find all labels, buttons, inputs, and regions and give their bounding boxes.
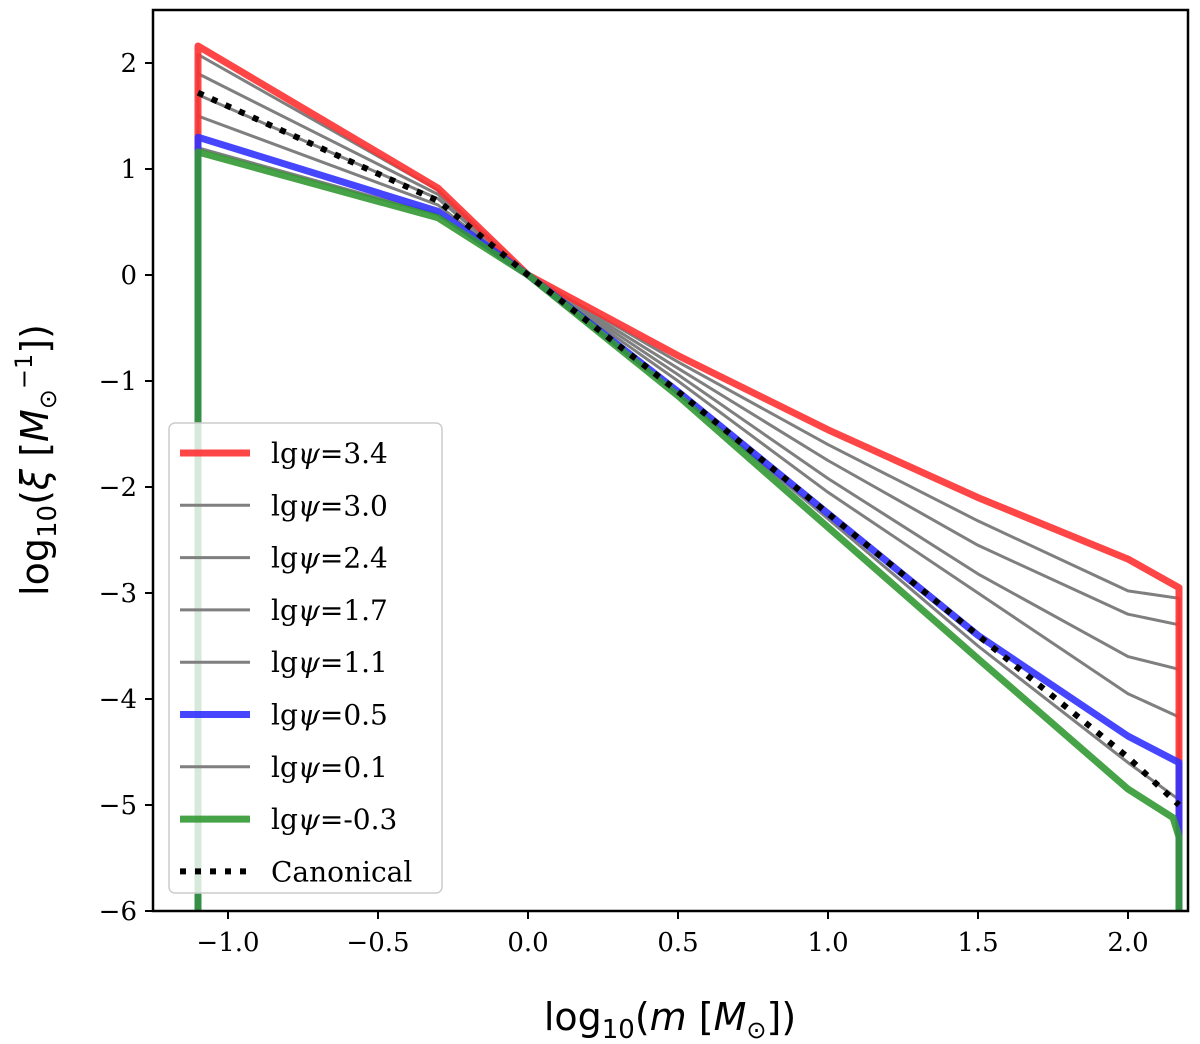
x-axis-title: log10(m [M⊙]) — [544, 995, 796, 1044]
y-tick-label: −1 — [99, 367, 137, 397]
x-tick-label: 1.5 — [957, 928, 998, 958]
series-line-1 — [196, 53, 1181, 911]
y-tick-label: 1 — [120, 155, 137, 185]
series-line-2 — [196, 72, 1181, 911]
legend-label: lgψ=1.7 — [271, 594, 388, 627]
legend-label: lgψ=1.1 — [271, 646, 388, 679]
legend-label: Canonical — [271, 855, 412, 888]
x-tick-label: 1.0 — [807, 928, 848, 958]
series-line-0 — [194, 42, 1183, 911]
series-line-4 — [196, 114, 1181, 911]
y-tick-label: 2 — [120, 49, 137, 79]
x-tick-label: 0.5 — [657, 928, 698, 958]
series-line-3 — [196, 93, 1181, 911]
ticks-layer: −1.0 −0.5 0.0 0.5 1.0 1.5 2.0 −6 −5 −4 −3 −2 −1 0 1 2 — [99, 49, 1149, 958]
legend-label: lgψ=3.4 — [271, 437, 388, 470]
legend-label: lgψ=2.4 — [271, 542, 388, 575]
y-tick-label: −3 — [99, 579, 137, 609]
y-tick-label: −4 — [99, 685, 137, 715]
y-tick-label: −6 — [99, 897, 137, 927]
x-tick-label: −1.0 — [196, 928, 259, 958]
legend-label: lgψ=0.5 — [271, 699, 388, 732]
series-layer — [194, 42, 1183, 911]
series-line-5 — [194, 133, 1183, 911]
legend-box — [168, 422, 443, 894]
legend-label: lgψ=0.1 — [271, 751, 388, 784]
y-tick-label: 0 — [120, 261, 137, 291]
x-tick-label: 0.0 — [507, 928, 548, 958]
y-tick-label: −2 — [99, 473, 137, 503]
legend: lgψ=3.4 lgψ=3.0 lgψ=2.4 lgψ=1.7 lgψ=1.1 lgψ=0… — [168, 422, 443, 894]
legend-label: lgψ=-0.3 — [271, 803, 397, 836]
x-tick-label: 2.0 — [1107, 928, 1148, 958]
plot-frame — [151, 8, 1190, 913]
y-tick-label: −5 — [99, 791, 137, 821]
series-line-7 — [194, 148, 1183, 911]
x-tick-label: −0.5 — [346, 928, 409, 958]
legend-label: lgψ=3.0 — [271, 489, 388, 522]
y-axis-title: log10(ξ [M⊙−1]) — [10, 324, 63, 596]
